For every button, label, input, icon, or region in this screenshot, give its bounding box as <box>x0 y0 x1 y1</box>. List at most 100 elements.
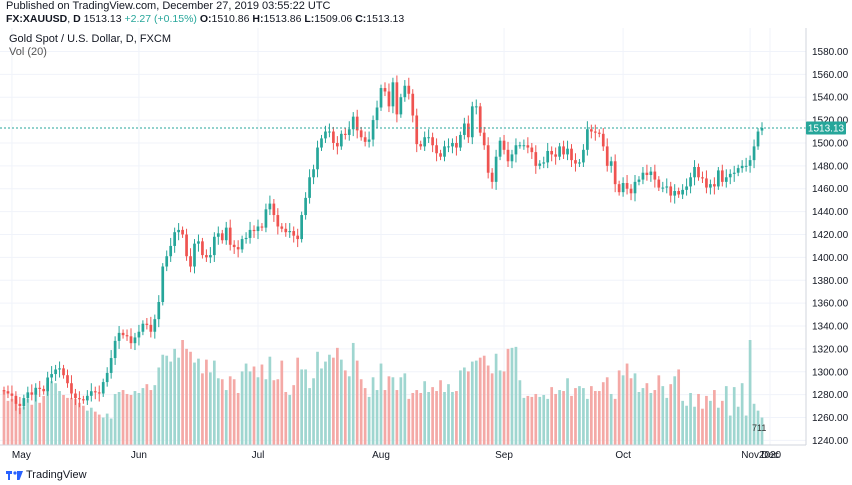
volume-bar <box>296 357 300 445</box>
candle-body <box>633 181 637 194</box>
candle-body <box>252 229 256 232</box>
y-tick-label: 1540.00 <box>812 93 849 104</box>
candle-body <box>653 171 657 180</box>
event-badge[interactable]: 711 <box>752 423 767 433</box>
candlesticks <box>2 75 764 415</box>
candle-body <box>347 129 351 135</box>
volume-bar <box>526 395 530 445</box>
volume-bar <box>189 351 192 445</box>
candle-body <box>736 168 740 173</box>
candle-body <box>697 166 700 178</box>
candle-body <box>157 301 161 320</box>
candle-body <box>6 391 10 394</box>
tradingview-brand[interactable]: TradingView <box>26 469 87 481</box>
volume-bar <box>169 361 173 445</box>
volume-bar <box>355 360 359 445</box>
y-tick-label: 1380.00 <box>812 276 849 287</box>
volume-bar <box>304 369 307 445</box>
candle-body <box>510 154 514 162</box>
candle-body <box>383 88 387 92</box>
volume-bar <box>6 400 10 445</box>
candle-body <box>597 132 601 134</box>
candle-body <box>2 390 6 392</box>
candle-body <box>720 170 724 182</box>
volume-bar <box>320 368 323 445</box>
candle-body <box>705 178 708 188</box>
volume-bar <box>248 371 252 445</box>
x-tick-label: Sep <box>495 450 513 461</box>
volume-bar <box>308 388 311 445</box>
volume-bar <box>542 394 546 445</box>
volume-bar <box>125 393 129 445</box>
candle-body <box>586 129 589 150</box>
volume-bar <box>681 400 684 445</box>
candle-body <box>685 186 688 190</box>
candle-body <box>78 398 81 400</box>
volume-bar <box>2 391 6 445</box>
candle-body <box>415 115 419 145</box>
volume-bar <box>264 379 268 445</box>
chart-grid <box>0 28 806 445</box>
volume-bar <box>22 406 26 445</box>
volume-bar <box>371 377 375 445</box>
volume-bar <box>54 383 57 445</box>
candle-body <box>534 152 538 166</box>
candle-body <box>201 241 204 256</box>
volume-legend[interactable]: Vol (20) <box>9 46 47 58</box>
interval: D <box>73 13 81 25</box>
volume-bar <box>482 355 486 445</box>
candle-body <box>22 398 26 407</box>
candle-body <box>232 244 236 248</box>
series-legend-title[interactable]: Gold Spot / U.S. Dollar, D, FXCM <box>9 33 171 45</box>
volume-bar <box>605 377 609 445</box>
candle-body <box>74 393 77 399</box>
volume-bar <box>256 377 260 445</box>
volume-bar <box>236 392 240 445</box>
candle-body <box>395 82 399 115</box>
volume-bar <box>514 346 518 445</box>
candle-body <box>709 184 712 188</box>
y-tick-label: 1240.00 <box>812 436 849 447</box>
candle-body <box>550 150 554 155</box>
volume-bar <box>586 398 589 445</box>
candle-body <box>419 144 423 147</box>
volume-bar <box>490 373 494 445</box>
volume-bar <box>244 363 248 445</box>
volume-bar <box>562 391 565 445</box>
volume-bar <box>284 392 288 445</box>
volume-bar <box>669 384 673 445</box>
candle-body <box>10 393 14 396</box>
volume-bar <box>10 398 14 445</box>
candle-body <box>89 391 93 396</box>
volume-bar <box>232 379 236 445</box>
candle-body <box>324 131 327 139</box>
volume-bar <box>141 388 145 445</box>
volume-bar <box>240 371 244 445</box>
volume-bar <box>649 392 653 445</box>
candle-body <box>530 147 534 153</box>
candle-body <box>193 243 196 267</box>
candle-body <box>224 227 228 241</box>
candle-body <box>609 161 613 166</box>
candle-body <box>355 116 359 131</box>
volume-bar <box>62 394 65 445</box>
volume-bar <box>709 400 712 445</box>
x-tick-label: Aug <box>372 450 390 461</box>
candle-body <box>455 142 458 148</box>
volume-bar <box>705 395 708 445</box>
candle-body <box>470 106 474 138</box>
volume-bar <box>288 394 292 445</box>
volume-bar <box>693 406 696 445</box>
volume-bar <box>328 354 331 445</box>
volume-bar <box>439 380 442 445</box>
volume-bar <box>732 387 736 445</box>
volume-bar <box>613 398 617 445</box>
candle-body <box>506 149 510 162</box>
candle-body <box>443 146 446 157</box>
candle-body <box>50 374 53 378</box>
candle-body <box>538 163 542 166</box>
candle-body <box>744 165 748 167</box>
candle-body <box>351 116 355 130</box>
candle-body <box>657 179 661 188</box>
